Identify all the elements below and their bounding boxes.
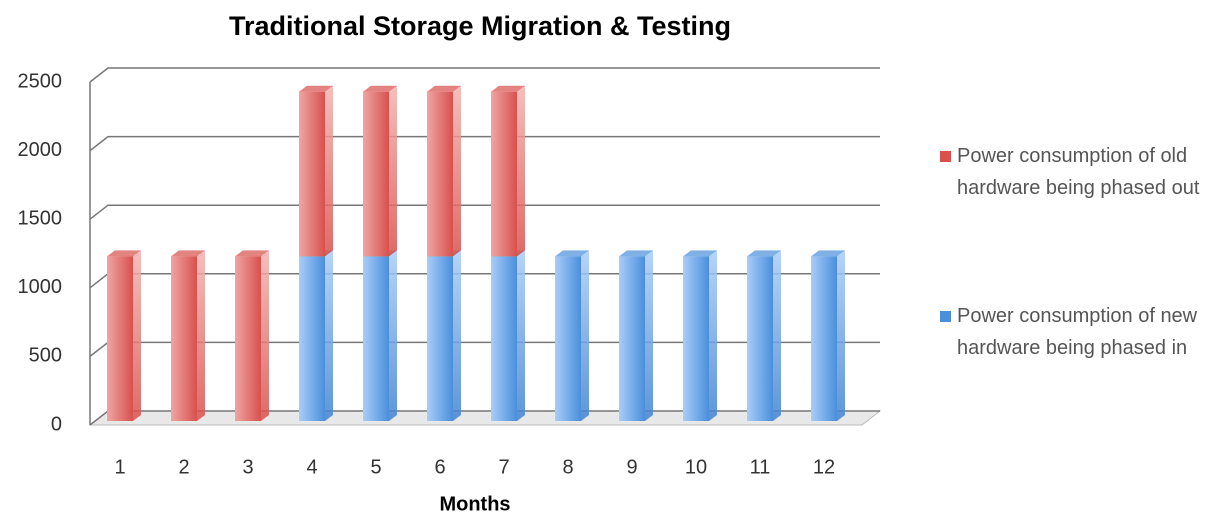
bar-top <box>363 85 397 92</box>
bar-top <box>107 250 141 257</box>
y-tick-label: 1000 <box>18 276 63 298</box>
legend-label: Power consumption of old hardware being … <box>957 145 1200 199</box>
y-tick-label: 500 <box>29 345 62 367</box>
legend-swatch <box>940 151 951 162</box>
x-tick-label: 11 <box>750 456 771 478</box>
bar-top <box>299 85 333 92</box>
bar-side <box>325 85 333 257</box>
bar-side <box>709 250 717 421</box>
bar-side <box>837 250 845 421</box>
x-tick-label: 10 <box>685 456 707 478</box>
x-tick-label: 8 <box>562 456 573 478</box>
bar-top <box>235 250 269 257</box>
x-tick-label: 5 <box>370 456 381 478</box>
bar <box>171 256 197 421</box>
bar <box>427 256 453 421</box>
bar-side <box>517 85 525 257</box>
x-axis-title: Months <box>439 493 510 515</box>
bar <box>811 256 837 421</box>
bar <box>235 256 261 421</box>
x-tick-label: 3 <box>242 456 253 478</box>
bar <box>107 256 133 421</box>
bar-top <box>491 85 525 92</box>
bar-side <box>517 250 525 421</box>
bar-top <box>683 250 717 257</box>
x-tick-label: 2 <box>178 456 189 478</box>
grid-line <box>89 204 880 220</box>
bar-side <box>581 250 589 421</box>
y-tick-label: 1500 <box>18 207 63 229</box>
bar-side <box>389 85 397 257</box>
x-tick-label: 9 <box>626 456 637 478</box>
bar-side <box>389 250 397 421</box>
bar-side <box>453 250 461 421</box>
bar-side <box>197 250 205 421</box>
y-tick-label: 0 <box>51 413 62 435</box>
bar <box>683 256 709 421</box>
bar <box>299 91 325 257</box>
bar <box>491 91 517 257</box>
chart-title: Traditional Storage Migration & Testing <box>229 11 731 41</box>
x-tick-label: 4 <box>306 456 317 478</box>
legend-label: Power consumption of new hardware being … <box>957 305 1198 359</box>
y-tick-label: 2500 <box>18 70 63 92</box>
bar <box>363 91 389 257</box>
bar <box>555 256 581 421</box>
bar-side <box>261 250 269 421</box>
bar-side <box>453 85 461 257</box>
bar-top <box>555 250 589 257</box>
bar <box>363 256 389 421</box>
bar-side <box>325 250 333 421</box>
bar <box>747 256 773 421</box>
bar <box>427 91 453 257</box>
bar-top <box>747 250 781 257</box>
grid-line <box>89 67 880 83</box>
y-tick-label: 2000 <box>18 139 63 161</box>
bar-side <box>133 250 141 421</box>
x-tick-label: 1 <box>114 456 125 478</box>
bar-top <box>427 85 461 92</box>
grid-line <box>89 135 880 152</box>
bar <box>491 256 517 421</box>
bar <box>619 256 645 421</box>
x-tick-label: 12 <box>813 456 835 478</box>
bar-top <box>171 250 205 257</box>
bar-side <box>645 250 653 421</box>
x-tick-label: 7 <box>498 456 509 478</box>
x-tick-label: 6 <box>434 456 445 478</box>
legend-swatch <box>940 311 951 322</box>
bar-top <box>619 250 653 257</box>
bar <box>299 256 325 421</box>
bar-top <box>811 250 845 257</box>
bar-side <box>773 250 781 421</box>
